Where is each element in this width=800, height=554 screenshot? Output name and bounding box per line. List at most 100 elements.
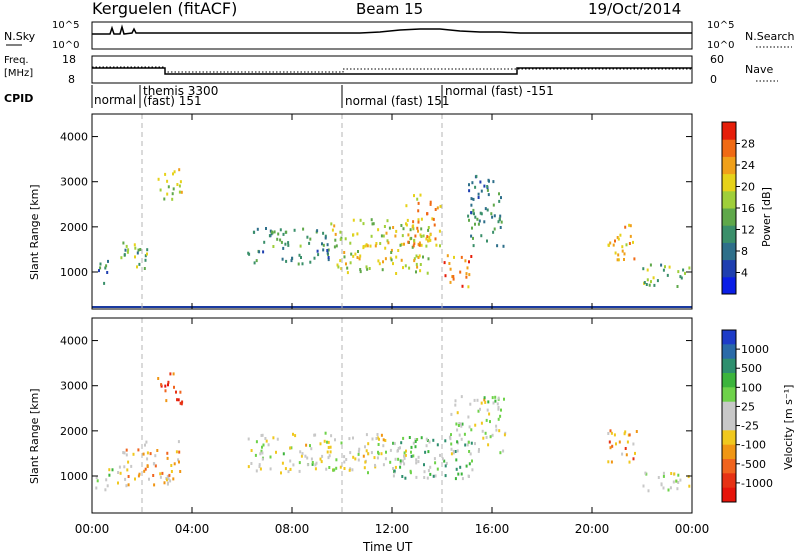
freq-trace bbox=[92, 67, 692, 75]
echo-cell-3 bbox=[289, 446, 292, 450]
echo-cell-7 bbox=[660, 482, 663, 486]
colorbar-swatch bbox=[722, 156, 736, 175]
echo-cell-3 bbox=[321, 242, 323, 246]
echo-cell-7 bbox=[673, 472, 676, 476]
echo-cell-7 bbox=[477, 222, 480, 226]
echo-cell-3 bbox=[316, 229, 319, 233]
echo-cell-1 bbox=[124, 477, 127, 481]
cpid-mode-normal: normal bbox=[94, 93, 136, 107]
cpid-label: CPID bbox=[4, 92, 33, 105]
echo-cell-3 bbox=[304, 454, 307, 458]
echo-cell-7 bbox=[492, 180, 495, 184]
echo-cell-4 bbox=[439, 453, 441, 457]
echo-cell-5 bbox=[487, 400, 490, 404]
echo-cell-5 bbox=[419, 193, 422, 197]
echo-cell-5 bbox=[481, 429, 484, 433]
echo-cell-4 bbox=[427, 257, 430, 261]
echo-cell-4 bbox=[429, 472, 432, 476]
echo-cell-3 bbox=[285, 259, 288, 263]
echo-cell-1 bbox=[134, 477, 136, 481]
echo-cell-4 bbox=[455, 458, 458, 462]
echo-cell-0 bbox=[108, 473, 111, 477]
echo-cell-3 bbox=[314, 463, 317, 467]
echo-cell-7 bbox=[484, 207, 487, 211]
echo-cell-5 bbox=[426, 235, 429, 239]
x-tick-label: 20:00 bbox=[575, 522, 610, 536]
echo-cell-3 bbox=[298, 469, 301, 473]
echo-cell-1 bbox=[122, 451, 125, 455]
echo-cell-3 bbox=[392, 467, 394, 470]
echo-cell-8 bbox=[621, 249, 624, 253]
echo-cell-3 bbox=[287, 241, 290, 245]
echo-cell-1 bbox=[173, 462, 176, 466]
echo-cell-4 bbox=[343, 255, 346, 259]
echo-cell-4 bbox=[333, 224, 336, 228]
echo-cell-5 bbox=[495, 428, 498, 432]
echo-cell-2 bbox=[172, 187, 175, 191]
echo-cell-1 bbox=[118, 465, 121, 469]
echo-cell-3 bbox=[267, 443, 270, 447]
echo-cell-1 bbox=[120, 256, 123, 260]
echo-cell-5 bbox=[482, 436, 485, 440]
echo-cell-7 bbox=[487, 193, 490, 197]
echo-cell-5 bbox=[450, 442, 453, 446]
echo-cell-3 bbox=[301, 452, 304, 456]
date-title: 19/Oct/2014 bbox=[588, 0, 681, 18]
echo-cell-7 bbox=[470, 203, 473, 207]
echo-cell-2 bbox=[173, 170, 176, 174]
echo-cell-3 bbox=[380, 452, 383, 456]
echo-cell-3 bbox=[329, 450, 332, 454]
echo-cell-5 bbox=[429, 238, 432, 242]
echo-cell-7 bbox=[476, 217, 479, 221]
colorbar-tick-label: -25 bbox=[741, 420, 759, 433]
echo-cell-3 bbox=[310, 457, 313, 461]
echo-cell-4 bbox=[359, 268, 362, 271]
echo-cell-5 bbox=[483, 396, 486, 400]
echo-cell-0 bbox=[105, 478, 108, 482]
echo-cell-5 bbox=[488, 412, 491, 416]
echo-cell-4 bbox=[423, 463, 425, 467]
echo-cell-1 bbox=[177, 440, 180, 444]
y-tick-label: 4000 bbox=[60, 131, 88, 144]
echo-cell-3 bbox=[327, 456, 330, 460]
echo-cell-7 bbox=[498, 199, 501, 203]
echo-cell-1 bbox=[138, 472, 141, 476]
echo-cell-3 bbox=[343, 455, 346, 459]
echo-cell-3 bbox=[297, 262, 300, 266]
colorbar-swatch bbox=[722, 459, 736, 474]
echo-cell-3 bbox=[282, 232, 285, 236]
echo-cell-4 bbox=[399, 446, 401, 450]
echo-cell-1 bbox=[137, 248, 140, 252]
echo-cell-5 bbox=[413, 241, 416, 245]
echo-cell-3 bbox=[349, 451, 352, 455]
echo-cell-8 bbox=[624, 225, 627, 229]
echo-cell-7 bbox=[647, 489, 650, 493]
echo-cell-3 bbox=[382, 438, 385, 442]
station-title: Kerguelen (fitACF) bbox=[92, 0, 237, 18]
colorbar-swatch bbox=[722, 330, 736, 345]
colorbar-tick-label: 8 bbox=[741, 245, 748, 258]
echo-cell-3 bbox=[260, 449, 263, 453]
echo-cell-5 bbox=[489, 435, 492, 439]
echo-cell-7 bbox=[492, 203, 495, 207]
echo-cell-4 bbox=[394, 457, 397, 461]
echo-cell-3 bbox=[299, 244, 302, 248]
echo-cell-5 bbox=[494, 395, 497, 399]
echo-cell-1 bbox=[144, 467, 147, 471]
echo-cell-3 bbox=[358, 447, 361, 451]
echo-cell-3 bbox=[323, 439, 326, 443]
colorbar-tick-label: -100 bbox=[741, 439, 766, 452]
echo-cell-1 bbox=[146, 464, 149, 468]
echo-cell-4 bbox=[368, 267, 371, 270]
echo-cell-6 bbox=[461, 284, 464, 288]
echo-cell-3 bbox=[376, 433, 379, 436]
echo-cell-3 bbox=[313, 256, 316, 260]
echo-cell-1 bbox=[136, 251, 139, 255]
echo-cell-2 bbox=[166, 192, 169, 196]
echo-cell-3 bbox=[247, 437, 250, 441]
echo-cell-5 bbox=[405, 204, 408, 208]
freq-panel: Freq. [MHz] 18 8 60 0 Nave bbox=[4, 53, 778, 86]
echo-cell-0 bbox=[107, 259, 109, 263]
echo-cell-4 bbox=[399, 459, 402, 463]
echo-cell-4 bbox=[434, 461, 437, 465]
